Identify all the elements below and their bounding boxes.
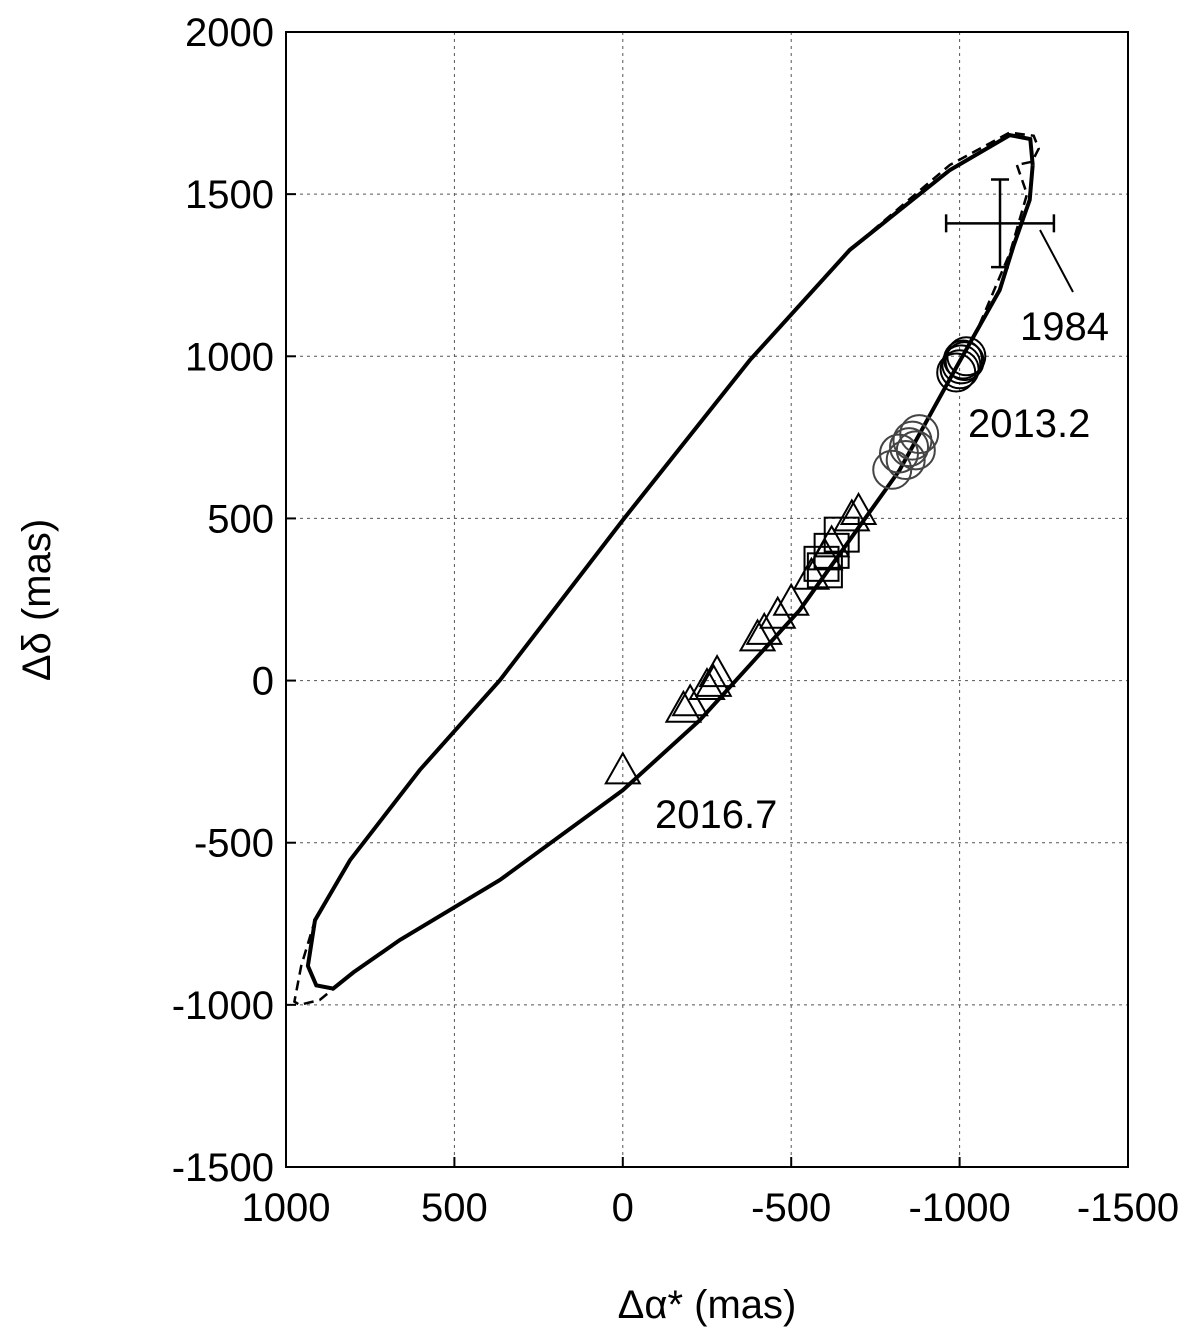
plot-frame xyxy=(285,31,1129,1168)
circle-marker xyxy=(936,352,977,393)
x-tick-label: 0 xyxy=(612,1186,634,1230)
annotation: 2016.7 xyxy=(655,793,777,837)
triangle-marker xyxy=(664,689,703,723)
orbit-line xyxy=(293,131,1041,1007)
square-marker xyxy=(813,532,850,569)
circle-marker xyxy=(942,339,983,380)
circle-marker xyxy=(941,344,982,385)
annotation: 1984 xyxy=(1020,305,1109,349)
triangle-marker xyxy=(759,595,797,629)
circle-marker xyxy=(944,341,985,382)
circle-marker xyxy=(899,414,940,455)
annotation-leader xyxy=(1039,229,1074,293)
x-tick-label: -1500 xyxy=(1077,1186,1179,1230)
triangle-marker xyxy=(839,491,878,525)
annotation: 2013.2 xyxy=(968,402,1090,446)
triangle-marker xyxy=(688,667,726,701)
circle-marker xyxy=(889,427,930,468)
y-tick-label: 1500 xyxy=(185,173,274,217)
y-tick-label: -1500 xyxy=(172,1146,274,1190)
triangle-marker xyxy=(604,751,642,785)
triangle-marker xyxy=(695,663,733,697)
triangle-marker xyxy=(792,556,831,590)
triangle-marker xyxy=(806,537,844,571)
y-tick-label: -1000 xyxy=(172,984,274,1028)
y-tick-label: -500 xyxy=(194,822,274,866)
triangle-marker xyxy=(738,618,777,652)
y-axis-label: Δδ (mas) xyxy=(15,519,59,681)
orbit-line xyxy=(305,132,1035,991)
triangle-marker xyxy=(772,582,810,616)
triangle-marker xyxy=(745,611,783,645)
circle-marker xyxy=(885,440,926,481)
x-tick-label: -500 xyxy=(751,1186,831,1230)
triangle-marker xyxy=(671,683,709,717)
y-tick-label: 2000 xyxy=(185,11,274,55)
x-tick-label: -1000 xyxy=(908,1186,1010,1230)
y-tick-label: 0 xyxy=(252,660,274,704)
x-tick-label: 500 xyxy=(421,1186,488,1230)
triangle-marker xyxy=(833,498,871,532)
y-tick-label: 1000 xyxy=(185,335,274,379)
x-axis-label: Δα* (mas) xyxy=(618,1283,797,1327)
x-tick-label: 1000 xyxy=(242,1186,331,1230)
circle-marker xyxy=(895,430,936,471)
y-tick-label: 500 xyxy=(207,497,274,541)
